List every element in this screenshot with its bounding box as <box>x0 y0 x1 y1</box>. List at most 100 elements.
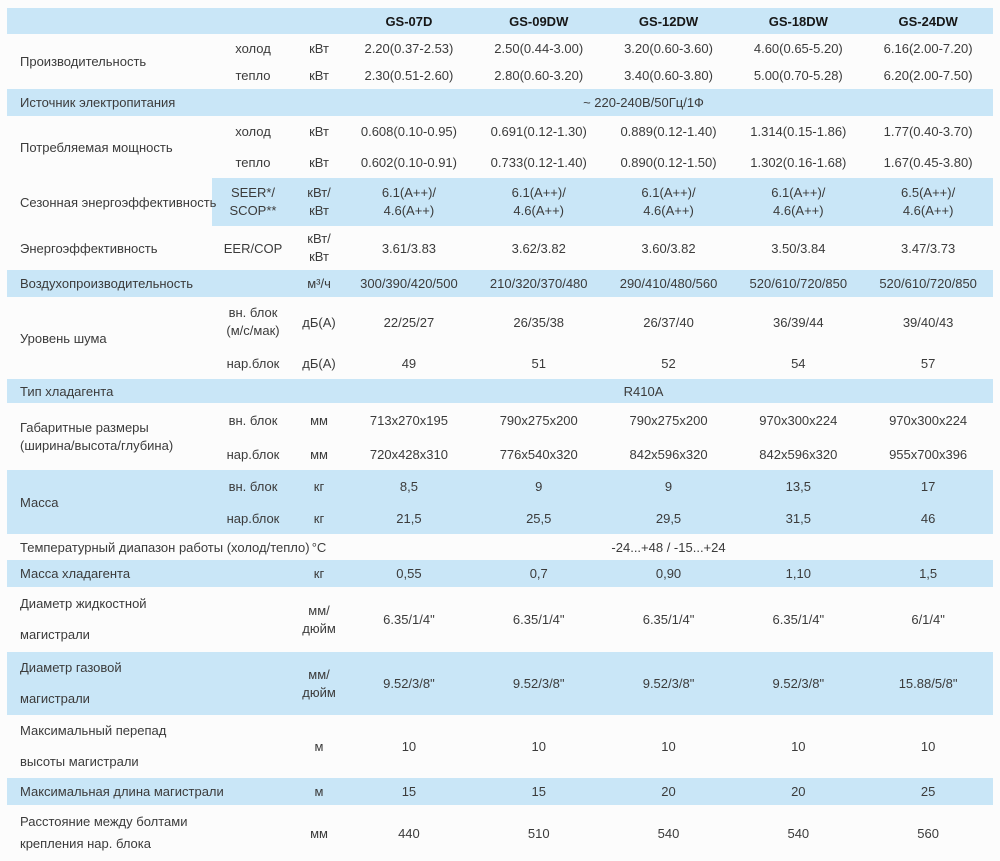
unit-label: мм <box>310 413 328 428</box>
value-cell: 21,5 <box>344 502 474 534</box>
param-label: Энергоэффективность <box>20 240 158 256</box>
value-cell: R410A <box>294 379 994 403</box>
unit-label: м³/ч <box>294 270 345 297</box>
value-cell: 13,5 <box>733 470 864 502</box>
value-cell: 520/610/720/850 <box>863 270 994 297</box>
value-cell: 1,5 <box>863 560 994 587</box>
value-cell: 6.1(A++)/ 4.6(A++) <box>733 178 864 226</box>
param-label: Масса <box>7 470 212 534</box>
value-cell: 46 <box>863 502 994 534</box>
value-cell: 6.1(A++)/ 4.6(A++) <box>473 178 604 226</box>
value-cell: 0.889(0.12-1.40) <box>620 124 717 139</box>
value-cell: 9 <box>603 470 734 502</box>
param-label: Тип хладагента <box>7 379 294 403</box>
param-label: Диаметр газовой магистрали <box>7 652 294 716</box>
value-cell: 15 <box>473 778 604 806</box>
value-cell: 6.20(2.00-7.50) <box>883 68 973 83</box>
value-cell: 0,90 <box>603 560 734 587</box>
value-cell: 6.35/1/4" <box>383 612 435 627</box>
unit-label: дБ(А) <box>302 355 336 371</box>
value-cell: 720x428x310 <box>369 446 448 462</box>
value-cell: 4.60(0.65-5.20) <box>753 40 843 56</box>
value-cell: 3.47/3.73 <box>901 240 956 256</box>
row-dimensions-outdoor: нар.блок мм 720x428x310 776x540x320 842x… <box>7 438 993 470</box>
sub-param-label: нар.блок <box>212 502 294 534</box>
value-cell: 10 <box>791 739 806 755</box>
model-column-header: GS-24DW <box>863 8 994 34</box>
row-bolt-distance: Расстояние между болтами крепления нар. … <box>7 805 993 861</box>
unit-label: кВт <box>309 68 329 83</box>
value-cell: 540 <box>787 825 810 841</box>
value-cell: 3.61/3.83 <box>381 240 437 256</box>
table-header-row: GS-07D GS-09DW GS-12DW GS-18DW GS-24DW <box>7 8 994 34</box>
sub-param-label: вн. блок <box>212 470 294 502</box>
value-cell: 25 <box>863 778 994 806</box>
value-cell: 6.35/1/4" <box>512 612 565 627</box>
row-mass-indoor: Масса вн. блок кг 8,5 9 9 13,5 17 <box>7 470 994 534</box>
value-cell: 39/40/43 <box>902 314 954 330</box>
value-cell: 2.30(0.51-2.60) <box>364 68 454 83</box>
unit-label: мм/ дюйм <box>302 602 336 636</box>
value-cell: 26/35/38 <box>513 314 565 330</box>
value-cell: 2.20(0.37-2.53) <box>364 40 454 56</box>
unit-label: кВт <box>309 40 329 56</box>
unit-label: мм <box>310 825 328 841</box>
param-label: Максимальная длина магистрали <box>7 778 294 806</box>
sub-param-label: тепло <box>235 155 271 170</box>
unit-label: кВт/ кВт <box>294 178 345 226</box>
value-cell: 20 <box>603 778 734 806</box>
value-cell: 0.608(0.10-0.95) <box>360 124 457 139</box>
value-cell: 3.50/3.84 <box>771 240 826 256</box>
value-cell: 6.16(2.00-7.20) <box>883 40 973 56</box>
model-column-header: GS-12DW <box>603 8 734 34</box>
value-cell: 25,5 <box>473 502 604 534</box>
value-cell: 520/610/720/850 <box>733 270 864 297</box>
value-cell: 790x275x200 <box>499 413 578 428</box>
row-capacity-heat: тепло кВт 2.30(0.51-2.60) 2.80(0.60-3.20… <box>7 62 993 89</box>
param-label: Источник электропитания <box>7 89 294 116</box>
value-cell: 290/410/480/560 <box>603 270 734 297</box>
unit-label: °С <box>311 539 327 555</box>
sub-param-label: EER/COP <box>223 240 283 256</box>
model-column-header: GS-18DW <box>733 8 864 34</box>
value-cell: 9 <box>473 470 604 502</box>
sub-param-label: нар.блок <box>226 446 280 462</box>
value-cell: 10 <box>920 739 936 755</box>
value-cell: 52 <box>661 355 676 371</box>
row-max-length: Максимальная длина магистрали м 15 15 20… <box>7 778 994 806</box>
value-cell: 9.52/3/8" <box>344 652 474 716</box>
value-cell: 0.890(0.12-1.50) <box>620 155 717 170</box>
value-cell: 10 <box>531 739 546 755</box>
value-cell: 560 <box>917 825 939 841</box>
sub-param-label: вн. блок <box>228 413 278 428</box>
unit-label: кВт <box>309 155 329 170</box>
row-noise-outdoor: нар.блок дБ(А) 49 51 52 54 57 <box>7 347 993 379</box>
row-refrigerant-mass: Масса хладагента кг 0,55 0,7 0,90 1,10 1… <box>7 560 994 587</box>
value-cell: ~ 220-240В/50Гц/1Ф <box>294 89 994 116</box>
value-cell: 842x596x320 <box>629 446 708 462</box>
model-column-header: GS-07D <box>344 8 474 34</box>
value-cell: 51 <box>531 355 546 371</box>
value-cell: 0.733(0.12-1.40) <box>490 155 587 170</box>
value-cell: 15.88/5/8" <box>863 652 994 716</box>
row-temp-range: Температурный диапазон работы (холод/теп… <box>7 534 993 560</box>
row-refrigerant-type: Тип хладагента R410A <box>7 379 994 403</box>
unit-label: кВт/ кВт <box>307 231 331 264</box>
value-cell: 49 <box>401 355 417 371</box>
row-power-source: Источник электропитания ~ 220-240В/50Гц/… <box>7 89 994 116</box>
sub-param-label: вн. блок (м/с/мак) <box>226 305 280 338</box>
value-cell: 0,55 <box>344 560 474 587</box>
value-cell: 54 <box>791 355 806 371</box>
param-label: Температурный диапазон работы (холод/теп… <box>20 539 310 555</box>
value-cell: 10 <box>401 739 417 755</box>
value-cell: 15 <box>344 778 474 806</box>
row-dimensions-indoor: Габаритные размеры (ширина/высота/глубин… <box>7 403 993 453</box>
unit-label: кг <box>294 502 345 534</box>
row-capacity-cool: Производительность холод кВт 2.20(0.37-2… <box>7 34 993 70</box>
value-cell: 0.691(0.12-1.30) <box>490 124 587 139</box>
param-label: Расстояние между болтами крепления нар. … <box>20 814 188 852</box>
value-cell: 9.52/3/8" <box>603 652 734 716</box>
param-label: Производительность <box>20 54 147 69</box>
row-liquid-diameter: Диаметр жидкостной магистрали мм/ дюйм 6… <box>7 587 993 652</box>
value-cell: 36/39/44 <box>773 314 824 330</box>
